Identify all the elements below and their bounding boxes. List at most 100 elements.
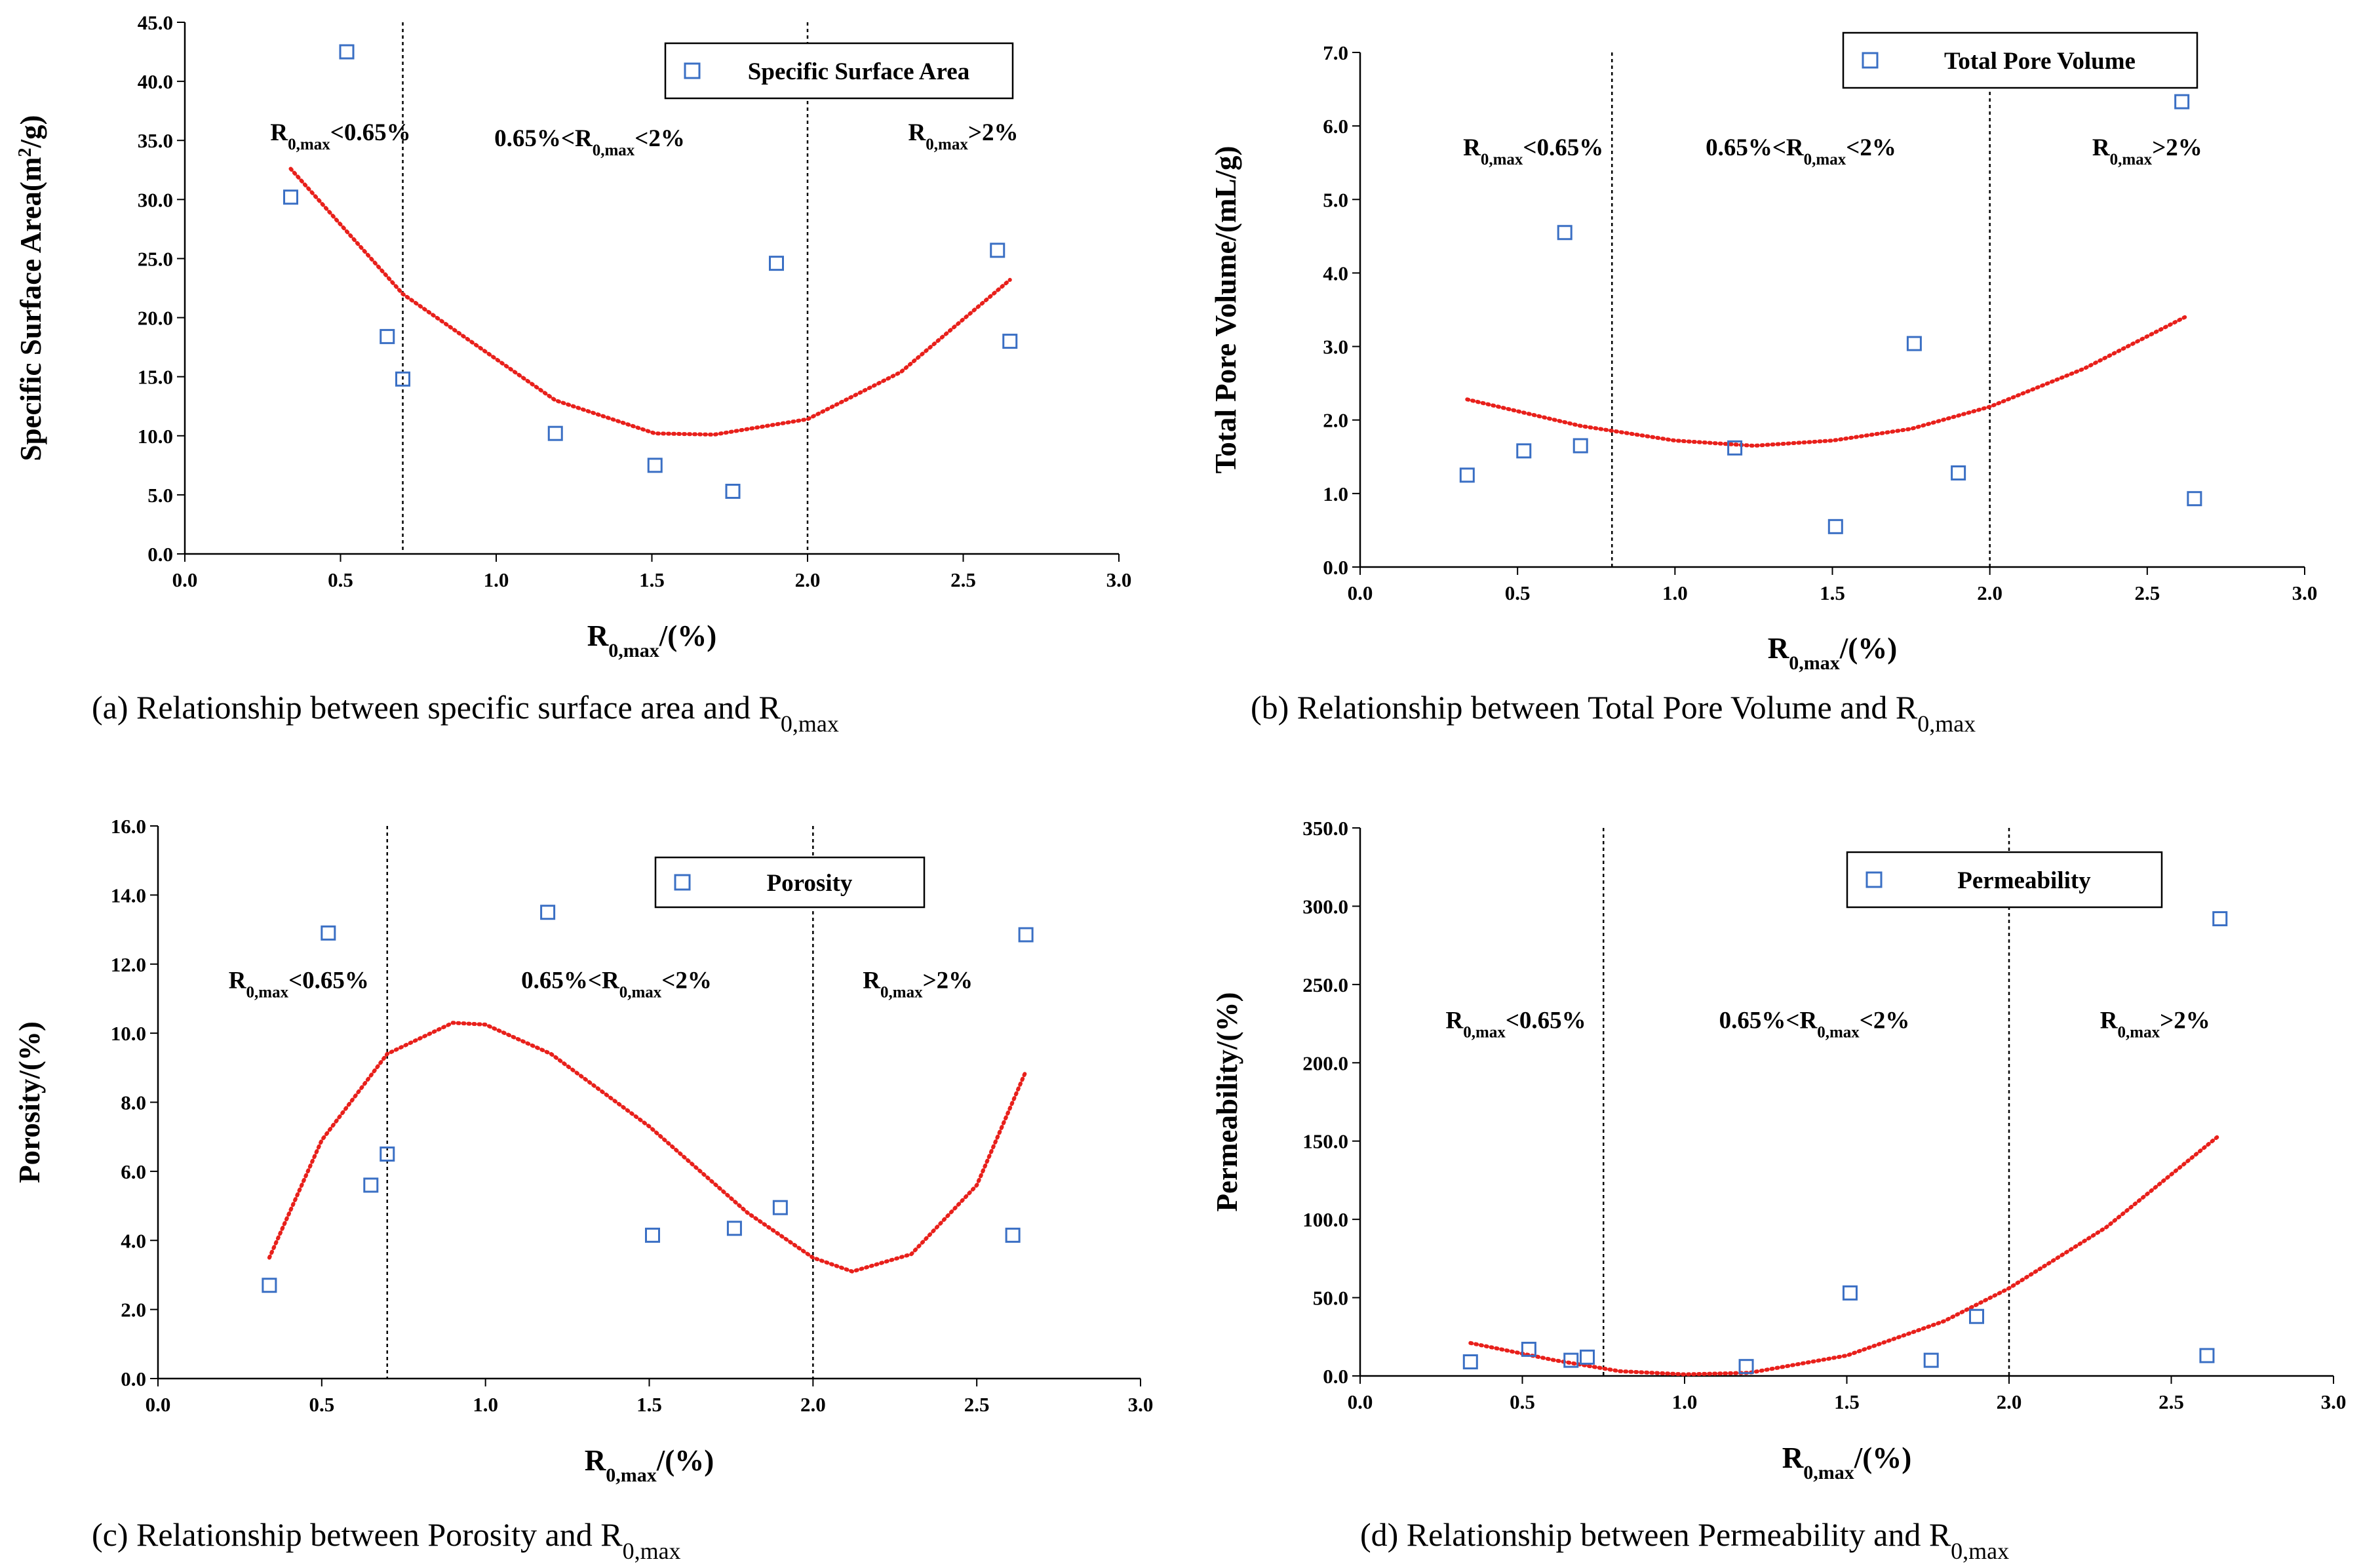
y-axis-label: Porosity/(%) [13,1021,46,1183]
y-tick-label: 200.0 [1302,1051,1348,1074]
y-tick-label: 2.0 [121,1299,146,1322]
region-label: 0.65%<R0,max<2% [1719,1008,1910,1042]
y-tick-label: 350.0 [1302,817,1348,840]
chart-panel-b: 0.0 1.0 2.0 3.0 4.0 5.0 6.0 7.0 0.0 0.5 1.0 1.5 2.0 2… [1209,31,2318,737]
data-point [725,483,741,499]
x-tick-label: 2.0 [800,1393,826,1416]
x-tick-label: 0.5 [328,568,353,591]
legend-box [654,856,926,909]
y-tick-label: 0.0 [147,543,173,566]
y-tick-label: 1.0 [1323,482,1348,505]
data-point [2199,1348,2215,1363]
data-point [1563,1352,1579,1368]
legend-box [1846,851,2163,909]
legend-box [664,42,1014,100]
chart-panel-c: 0.0 2.0 4.0 6.0 8.0 10.0 12.0 14.0 16.0 0.0 0.5 1.0… [13,815,1153,1564]
y-tick-label: 4.0 [1323,262,1348,284]
x-tick-label: 2.0 [1977,581,2002,604]
y-tick-label: 14.0 [111,884,146,907]
x-tick-label: 3.0 [1106,568,1132,591]
y-tick-label: 250.0 [1302,973,1348,996]
x-tick-label: 3.0 [2292,581,2318,604]
y-tick-label: 40.0 [138,70,173,93]
legend: Total Pore Volume [1842,31,2198,89]
legend-marker [674,874,691,891]
y-tick-label: 100.0 [1302,1208,1348,1231]
y-tick-label: 35.0 [138,129,173,152]
data-point [1738,1359,1754,1375]
y-tick-label: 15.0 [138,366,173,389]
region-label: R0,max>2% [863,968,973,1002]
y-axis-label: Total Pore Volume/(mL/g) [1209,146,1242,473]
y-tick-label: 16.0 [111,815,146,838]
x-tick-label: 2.5 [964,1393,990,1416]
trendline [267,1021,1028,1274]
x-tick-label: 3.0 [2321,1390,2347,1413]
legend-marker [684,62,701,79]
legend-label: Total Pore Volume [1944,48,2136,75]
x-tick-label: 2.5 [2134,581,2160,604]
x-tick-label: 1.5 [1820,581,1845,604]
legend-box [1842,31,2198,89]
trendline [288,167,1012,437]
y-tick-label: 10.0 [111,1022,146,1045]
y-tick-label: 12.0 [111,953,146,976]
x-axis-label: R0,max/(%) [587,619,716,661]
region-label: 0.65%<R0,max<2% [494,125,685,159]
y-tick-label: 8.0 [121,1091,146,1114]
region-label: R0,max>2% [908,119,1019,153]
chart-caption: (a) Relationship between specific surfac… [92,689,839,737]
region-label: 0.65%<R0,max<2% [1706,134,1896,168]
data-point [1727,440,1743,456]
y-tick-label: 50.0 [1313,1287,1348,1310]
y-tick-label: 150.0 [1302,1130,1348,1153]
x-tick-label: 1.5 [1834,1390,1860,1413]
data-point [1580,1349,1595,1365]
trendline [1468,1133,2222,1377]
x-tick-label: 1.0 [473,1393,498,1416]
y-tick-label: 30.0 [138,188,173,211]
legend-label: Specific Surface Area [748,58,969,85]
y-tick-label: 6.0 [121,1160,146,1183]
data-point [1557,225,1572,241]
legend-label: Permeability [1957,867,2091,894]
data-point [647,458,663,473]
x-tick-label: 2.5 [2158,1390,2184,1413]
x-tick-label: 0.0 [1348,581,1373,604]
data-point [2187,491,2202,507]
chart-panel-a: 0.0 5.0 10.0 15.0 20.0 25.0 30.0 35.0 40.0 45.0 0.… [14,11,1131,737]
chart-caption: (c) Relationship between Porosity and R0… [92,1516,681,1564]
x-tick-label: 1.0 [1672,1390,1698,1413]
x-axis-label: R0,max/(%) [1768,632,1897,674]
x-tick-label: 0.5 [309,1393,334,1416]
y-tick-label: 25.0 [138,247,173,270]
y-tick-label: 6.0 [1323,115,1348,138]
data-point [1572,438,1588,454]
data-point [395,371,410,387]
x-tick-label: 1.5 [639,568,665,591]
data-point [1462,1354,1478,1370]
data-point [1969,1308,1984,1324]
legend-marker [1865,871,1883,888]
data-point [380,328,395,344]
y-tick-label: 0.0 [1323,1365,1348,1388]
data-point [1923,1352,1939,1368]
x-tick-label: 3.0 [1128,1393,1154,1416]
x-tick-label: 0.5 [1505,581,1531,604]
x-tick-label: 0.0 [1348,1390,1373,1413]
y-axis-label: Specific Surface Area(m2/g) [14,115,47,461]
data-point [1005,1227,1021,1243]
y-tick-label: 20.0 [138,307,173,330]
data-point [1018,927,1034,943]
data-point [2174,94,2190,109]
legend-label: Porosity [767,870,853,897]
data-point [772,1200,788,1215]
x-tick-label: 1.0 [484,568,509,591]
data-point [380,1147,395,1162]
data-point [339,44,355,60]
trendline [1465,315,2187,448]
data-point [1906,336,1922,351]
y-axis-label: Permeability/(%) [1211,992,1243,1212]
y-tick-label: 0.0 [1323,556,1348,579]
data-point [547,425,563,441]
